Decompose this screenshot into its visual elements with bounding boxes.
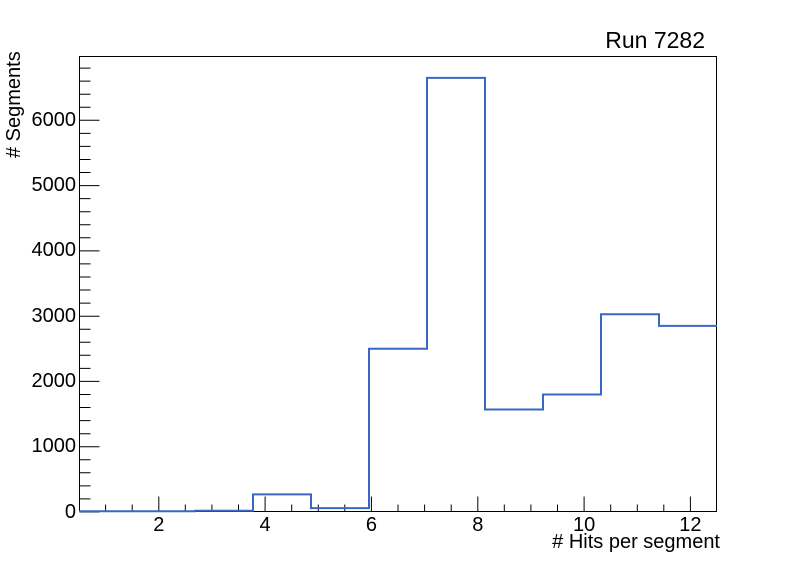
y-tick-label: 1000 xyxy=(31,435,77,458)
x-tick-label: 4 xyxy=(259,514,271,536)
y-tick-label: 6000 xyxy=(31,108,77,131)
x-tick-label: 12 xyxy=(679,514,702,536)
x-tick-label: 6 xyxy=(365,514,377,536)
y-axis-title: # Segments xyxy=(3,51,25,158)
plot-frame xyxy=(79,56,717,512)
y-tick-label: 2000 xyxy=(31,369,77,392)
x-axis-title: # Hits per segment xyxy=(552,531,720,553)
histogram-line xyxy=(79,76,717,513)
x-tick-label: 8 xyxy=(472,514,484,536)
y-tick-label: 4000 xyxy=(31,239,77,262)
x-tick-label: 2 xyxy=(153,514,165,536)
y-tick-label: 3000 xyxy=(31,304,77,327)
y-tick-label: 0 xyxy=(64,500,76,523)
x-tick-label: 10 xyxy=(572,514,596,536)
axis-ticks xyxy=(79,67,691,513)
chart-title: Run 7282 xyxy=(605,27,705,53)
y-tick-label: 5000 xyxy=(31,174,77,197)
